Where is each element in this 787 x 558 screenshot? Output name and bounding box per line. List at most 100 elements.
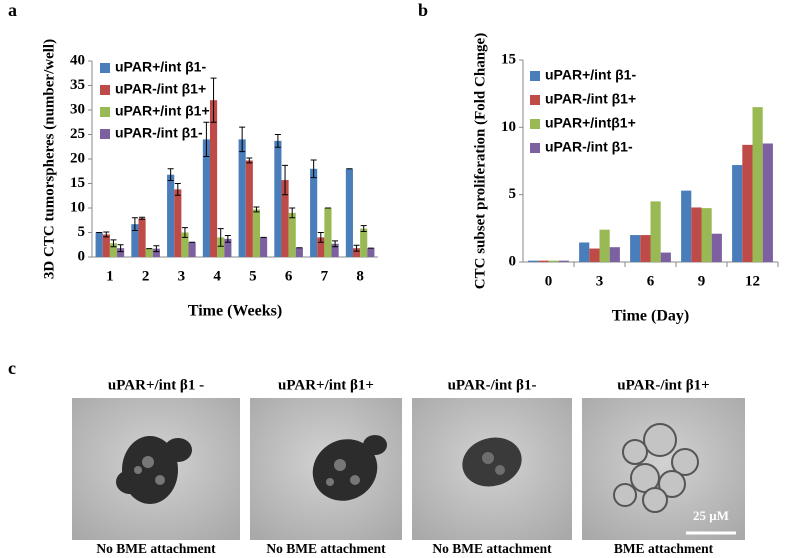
bar <box>281 180 289 257</box>
legend-label: uPAR-/int β1+ <box>545 91 636 107</box>
image-caption: No BME attachment <box>96 541 216 556</box>
bar <box>548 260 559 262</box>
bar <box>95 232 103 257</box>
bar <box>742 144 753 262</box>
bar <box>145 248 153 257</box>
image-caption: No BME attachment <box>266 541 386 556</box>
bar <box>528 260 539 262</box>
error-bar <box>131 217 138 232</box>
error-bar <box>174 183 181 196</box>
panel-label: b <box>418 0 428 20</box>
legend-swatch <box>530 119 540 129</box>
image-caption: No BME attachment <box>432 541 552 556</box>
bar <box>317 237 325 257</box>
image-title: uPAR-/int β1- <box>448 377 537 393</box>
bar <box>288 212 296 257</box>
scale-bar-label: 25 μM <box>693 508 729 523</box>
y-tick-label: 0 <box>78 248 86 264</box>
error-bar <box>360 225 367 233</box>
bar <box>152 248 160 257</box>
error-bar <box>289 207 296 219</box>
micrograph <box>72 398 240 540</box>
bar <box>630 235 641 262</box>
bar <box>295 247 303 257</box>
x-tick-label: 12 <box>745 273 760 289</box>
legend-label: uPAR+/int β1- <box>545 67 636 83</box>
panel-label: a <box>8 0 17 20</box>
error-bar <box>282 164 289 196</box>
bar <box>260 237 268 257</box>
x-tick-label: 6 <box>647 273 655 289</box>
y-tick-label: 10 <box>70 199 85 215</box>
error-bar <box>253 206 260 213</box>
micrograph <box>250 398 402 540</box>
bar <box>752 107 763 262</box>
bar <box>660 252 671 262</box>
bar <box>188 242 196 257</box>
bar <box>650 201 661 262</box>
bar <box>352 248 361 257</box>
error-bar <box>274 134 281 148</box>
y-tick-label: 15 <box>501 51 516 67</box>
bar <box>102 234 110 257</box>
error-bar <box>239 126 246 153</box>
x-axis-title: Time (Day) <box>612 308 689 325</box>
bar <box>131 224 139 257</box>
image-title: uPAR+/int β1+ <box>278 377 374 393</box>
legend-label: uPAR-/int β1- <box>115 125 203 141</box>
bar <box>310 168 318 257</box>
y-tick-label: 25 <box>70 126 85 142</box>
x-tick-label: 1 <box>106 268 114 284</box>
y-tick-label: 40 <box>70 52 85 68</box>
bar <box>681 190 692 262</box>
error-bar <box>103 231 110 238</box>
bar <box>224 238 232 257</box>
panel-label: c <box>8 358 16 378</box>
error-bar <box>310 159 317 179</box>
legend-label: uPAR-/int β1+ <box>115 81 206 97</box>
legend-swatch <box>530 71 540 81</box>
micrograph: 25 μM <box>582 398 745 540</box>
legend-swatch <box>100 129 110 139</box>
x-tick-label: 3 <box>596 273 604 289</box>
bar <box>117 248 125 257</box>
error-bar <box>332 240 339 248</box>
y-tick-label: 5 <box>509 186 517 202</box>
legend-swatch <box>100 107 110 117</box>
bar <box>701 208 712 262</box>
x-tick-label: 5 <box>249 268 257 284</box>
x-tick-label: 6 <box>285 268 293 284</box>
bar <box>711 233 722 262</box>
x-axis-title: Time (Weeks) <box>188 303 282 320</box>
bar <box>732 165 743 262</box>
y-axis-title: 3D CTC tumorspheres (number/well) <box>41 39 57 279</box>
y-axis-title: CTC subset proliferation (Fold Change) <box>472 33 488 289</box>
error-bar <box>317 232 324 243</box>
error-bar <box>167 168 174 182</box>
bar <box>181 232 189 257</box>
error-bar <box>153 245 160 253</box>
bar <box>599 229 610 262</box>
error-bar <box>117 244 124 253</box>
bar <box>558 260 569 262</box>
error-bar <box>210 77 217 123</box>
bar <box>238 139 246 257</box>
error-bar <box>353 244 360 252</box>
error-bar <box>224 234 231 243</box>
bar <box>252 209 261 257</box>
image-title: uPAR+/int β1 - <box>108 377 204 393</box>
error-bar <box>217 228 224 247</box>
micrograph <box>412 398 572 540</box>
bar <box>217 237 225 257</box>
bar <box>609 247 620 262</box>
image-title: uPAR-/int β1+ <box>617 377 709 393</box>
bar <box>174 189 182 257</box>
legend-label: uPAR-/int β1- <box>545 139 633 155</box>
y-tick-label: 0 <box>509 253 517 269</box>
legend-swatch <box>530 95 540 105</box>
x-tick-label: 2 <box>142 268 150 284</box>
bar <box>579 242 590 262</box>
legend-label: uPAR+/int β1- <box>115 59 206 75</box>
bar <box>345 168 353 257</box>
bar <box>209 100 218 257</box>
